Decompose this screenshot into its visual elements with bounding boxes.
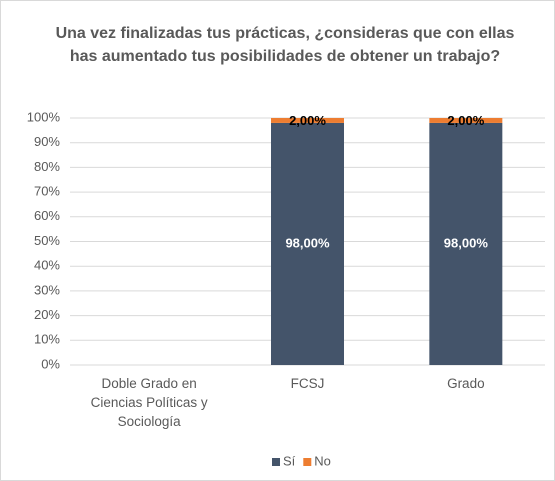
x-tick-label: FCSJ: [290, 376, 325, 391]
y-tick-label: 100%: [27, 109, 61, 124]
y-tick-label: 80%: [34, 159, 60, 174]
data-label: 2,00%: [447, 113, 484, 128]
bar-segment: [429, 122, 503, 365]
y-tick-label: 10%: [34, 332, 60, 347]
legend-swatch: [303, 458, 312, 466]
data-label: 98,00%: [444, 235, 489, 250]
legend-label: Sí: [283, 453, 296, 468]
y-tick-label: 40%: [34, 258, 60, 273]
y-tick-label: 30%: [34, 282, 60, 297]
y-tick-label: 90%: [34, 134, 60, 149]
y-tick-label: 60%: [34, 208, 60, 223]
legend-swatch: [272, 458, 280, 466]
bar-segment: [429, 118, 503, 123]
x-tick-label: Grado: [447, 376, 485, 391]
y-tick-label: 70%: [34, 184, 60, 199]
y-tick-label: 50%: [34, 233, 60, 248]
y-tick-label: 0%: [41, 356, 60, 371]
x-tick-label: Doble Grado en Ciencias Políticas y Soci…: [90, 376, 208, 429]
data-label: 98,00%: [285, 235, 330, 250]
chart-title: Una vez finalizadas tus prácticas, ¿cons…: [55, 25, 515, 65]
legend-label: No: [314, 453, 331, 468]
bar-segment: [271, 118, 344, 123]
y-tick-label: 20%: [34, 307, 60, 322]
bar-segment: [271, 122, 344, 365]
data-label: 2,00%: [289, 113, 326, 128]
